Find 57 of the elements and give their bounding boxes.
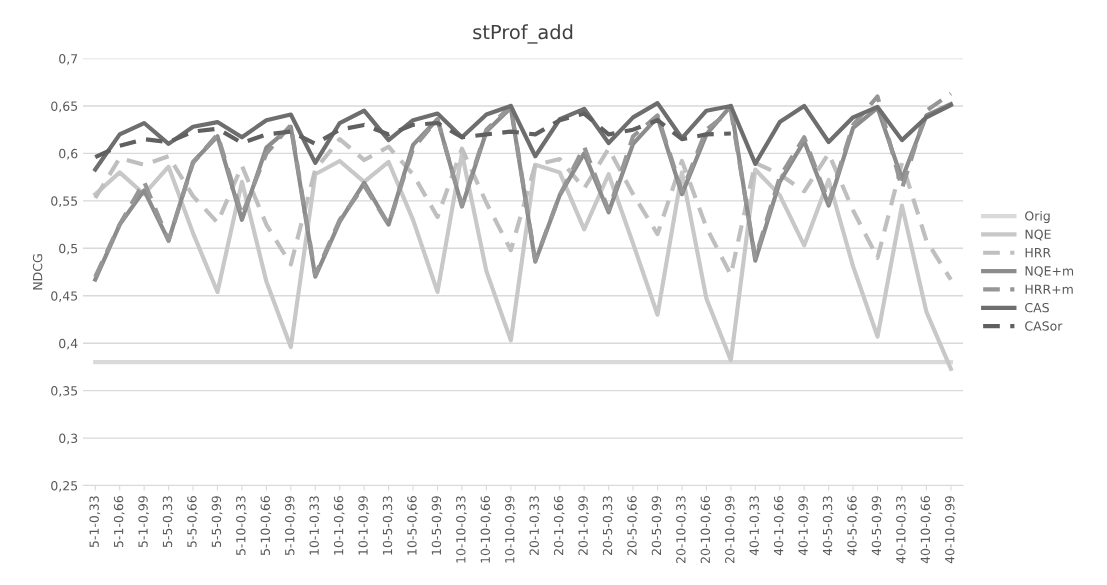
x-tick-label: 40-5-0,99: [871, 496, 883, 556]
legend-label: Orig: [1025, 210, 1050, 224]
legend-label: HRR: [1025, 248, 1051, 258]
legend-label: NQE+m: [1025, 266, 1074, 278]
x-tick-label: 5-5-0,99: [211, 496, 223, 548]
y-tick-label: 0,4: [59, 338, 78, 350]
legend-label: CAS: [1025, 302, 1049, 313]
x-tick-label: 10-5-0,66: [407, 496, 418, 555]
x-tick-label: 10-1-0,33: [309, 496, 321, 555]
x-tick-label: 20-1-0,99: [578, 496, 590, 556]
y-axis-title: NDCG: [32, 254, 43, 290]
x-tick-label: 20-10-0,33: [676, 496, 687, 564]
legend-label: HRR+m: [1025, 284, 1073, 294]
x-tick-label: 5-1-0,33: [89, 496, 101, 548]
x-tick-label: 5-10-0,99: [284, 496, 296, 556]
x-tick-label: 10-10-0,99: [505, 496, 516, 563]
line-series: [93, 101, 953, 172]
y-tick-label: 0,55: [51, 196, 78, 208]
x-tick-label: 20-5-0,66: [627, 496, 638, 556]
line-series: [93, 111, 733, 160]
x-tick-label: 5-10-0,33: [236, 496, 247, 556]
x-tick-label: 10-1-0,66: [333, 496, 345, 555]
y-tick-label: 0,45: [51, 291, 78, 302]
chart-title: stProf_add: [473, 24, 573, 44]
x-tick-label: 20-10-0,66: [700, 496, 712, 564]
x-tick-label: 10-1-0,99: [358, 496, 370, 555]
y-tick-label: 0,65: [51, 101, 78, 113]
y-tick-label: 0,3: [59, 433, 78, 445]
x-tick-label: 5-1-0,66: [113, 496, 125, 548]
x-tick-label: 40-10-0,33: [896, 496, 907, 564]
y-tick-label: 0,25: [51, 481, 78, 492]
x-tick-label: 40-1-0,33: [749, 496, 761, 556]
x-tick-label: 40-5-0,33: [822, 496, 834, 556]
x-tick-label: 10-10-0,66: [480, 496, 492, 563]
x-tick-label: 20-5-0,33: [602, 496, 614, 556]
x-tick-label: 5-5-0,66: [187, 496, 198, 548]
x-tick-label: 20-10-0,99: [725, 496, 736, 564]
legend-label: CASor: [1025, 321, 1063, 331]
x-tick-label: 5-1-0,99: [138, 496, 150, 548]
x-tick-label: 40-10-0,66: [920, 496, 932, 564]
y-tick-label: 0,5: [59, 243, 78, 255]
x-tick-label: 20-1-0,33: [529, 496, 541, 556]
x-tick-label: 40-10-0,99: [945, 496, 956, 564]
x-tick-label: 20-5-0,99: [651, 496, 663, 556]
x-tick-label: 10-5-0,99: [431, 496, 443, 555]
x-tick-label: 10-10-0,33: [456, 496, 467, 563]
x-tick-label: 10-5-0,33: [382, 496, 394, 555]
x-tick-label: 40-1-0,99: [798, 496, 810, 556]
legend-label: NQE: [1025, 229, 1051, 241]
x-tick-label: 5-5-0,33: [162, 496, 174, 548]
x-tick-label: 40-1-0,66: [773, 496, 785, 556]
y-tick-label: 0,7: [59, 53, 78, 65]
x-tick-label: 40-5-0,66: [847, 496, 858, 556]
y-tick-label: 0,35: [51, 386, 78, 397]
y-tick-label: 0,6: [59, 148, 78, 160]
x-tick-label: 20-1-0,66: [553, 496, 565, 556]
x-tick-label: 5-10-0,66: [260, 496, 272, 556]
